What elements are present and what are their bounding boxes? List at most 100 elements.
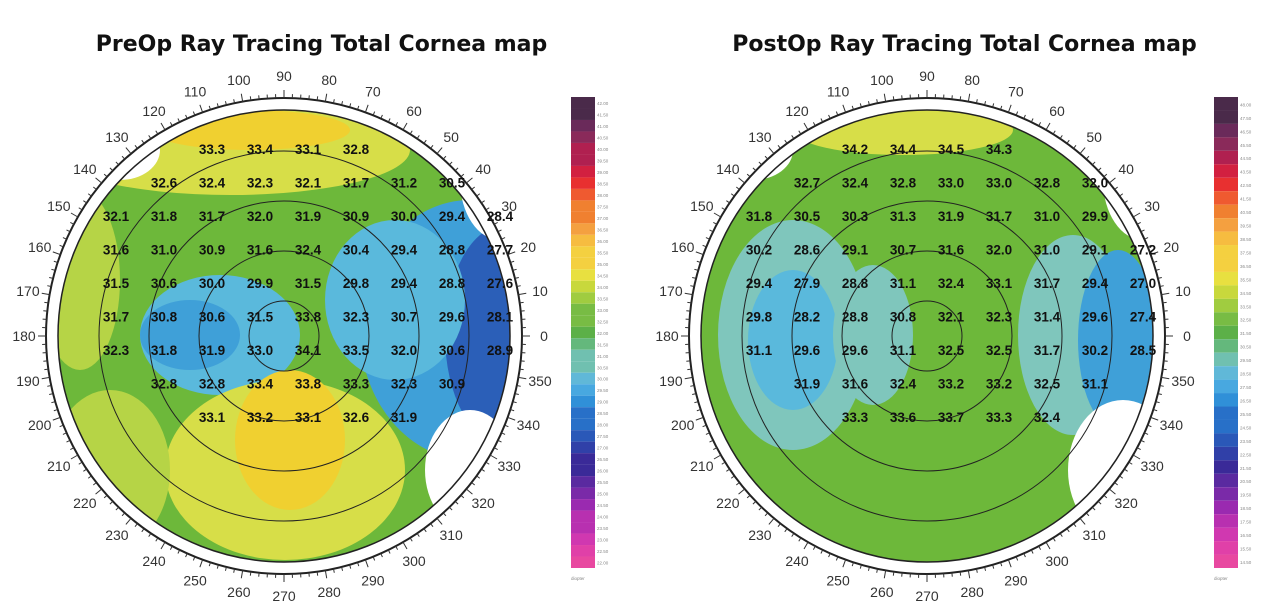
degree-tick bbox=[1015, 556, 1019, 561]
grid-value: 28.8 bbox=[439, 276, 466, 291]
degree-label-50: 50 bbox=[1086, 129, 1102, 145]
grid-value: 31.8 bbox=[151, 209, 178, 224]
grid-value: 32.0 bbox=[391, 343, 417, 358]
scale-tick-label: 37.00 bbox=[597, 216, 609, 221]
preop-value-grid: 33.3 33.4 33.1 32.8 32.6 32.4 32.3 32.1 31.7 31.2… bbox=[103, 142, 514, 425]
degree-tick bbox=[121, 512, 126, 517]
degree-tick bbox=[1000, 105, 1003, 110]
grid-value: 27.0 bbox=[1130, 276, 1156, 291]
degree-label-210: 210 bbox=[690, 458, 714, 474]
scale-tick-label: 38.50 bbox=[1240, 237, 1252, 242]
grid-value: 32.4 bbox=[890, 377, 917, 392]
scale-unit-label: diopter bbox=[571, 576, 585, 581]
degree-tick bbox=[1155, 268, 1160, 271]
grid-value: 30.2 bbox=[1082, 343, 1108, 358]
scale-swatch bbox=[1214, 258, 1238, 272]
grid-value: 32.4 bbox=[199, 176, 226, 191]
degree-tick bbox=[512, 401, 517, 404]
scale-tick-label: 24.50 bbox=[597, 503, 609, 508]
scale-tick-label: 32.50 bbox=[1240, 318, 1252, 323]
degree-tick bbox=[851, 562, 854, 567]
degree-tick bbox=[519, 301, 524, 304]
degree-label-200: 200 bbox=[671, 417, 695, 433]
scale-swatch bbox=[571, 499, 595, 511]
grid-value: 31.5 bbox=[295, 276, 322, 291]
grid-value: 30.0 bbox=[391, 209, 417, 224]
scale-swatch bbox=[571, 372, 595, 385]
degree-tick bbox=[83, 200, 87, 204]
degree-label-200: 200 bbox=[28, 417, 52, 433]
degree-tick bbox=[141, 528, 145, 533]
degree-tick bbox=[519, 368, 524, 371]
scale-unit-label: diopter bbox=[1214, 576, 1228, 581]
degree-label-180: 180 bbox=[655, 328, 679, 344]
degree-label-230: 230 bbox=[748, 527, 772, 543]
degree-tick bbox=[1007, 104, 1012, 113]
degree-tick bbox=[471, 186, 476, 190]
degree-tick bbox=[702, 424, 707, 428]
degree-label-240: 240 bbox=[785, 553, 809, 569]
degree-tick bbox=[1038, 122, 1042, 127]
grid-value: 32.7 bbox=[794, 176, 820, 191]
scale-swatch bbox=[1214, 325, 1238, 340]
degree-tick bbox=[92, 186, 97, 190]
degree-tick bbox=[1079, 517, 1086, 525]
grid-value: 30.2 bbox=[746, 243, 772, 258]
scale-tick-label: 34.50 bbox=[597, 273, 609, 278]
degree-tick bbox=[705, 237, 710, 240]
scale-swatch bbox=[571, 510, 595, 523]
scale-tick-label: 44.50 bbox=[1240, 156, 1252, 161]
degree-tick bbox=[430, 523, 434, 528]
scale-tick-label: 45.50 bbox=[1240, 143, 1252, 148]
scale-swatch bbox=[571, 200, 595, 212]
scale-swatch bbox=[571, 292, 595, 304]
degree-tick bbox=[1085, 155, 1090, 160]
degree-tick bbox=[402, 541, 408, 550]
grid-value: 32.3 bbox=[103, 343, 130, 358]
scale-swatch bbox=[571, 142, 595, 155]
grid-value: 33.3 bbox=[986, 410, 1013, 425]
degree-tick bbox=[1147, 424, 1152, 428]
degree-tick bbox=[1124, 468, 1128, 472]
preop-map-title: PreOp Ray Tracing Total Cornea map bbox=[95, 32, 548, 57]
degree-tick bbox=[155, 130, 159, 135]
degree-tick bbox=[867, 566, 870, 571]
scale-tick-label: 32.50 bbox=[597, 319, 609, 324]
grid-value: 30.8 bbox=[890, 310, 917, 325]
degree-tick bbox=[199, 104, 204, 113]
degree-tick bbox=[1150, 416, 1159, 421]
degree-label-70: 70 bbox=[1008, 84, 1024, 100]
degree-tick bbox=[41, 376, 50, 380]
grid-value: 34.4 bbox=[890, 142, 917, 157]
degree-tick bbox=[47, 285, 52, 288]
grid-value: 33.1 bbox=[295, 142, 322, 157]
degree-tick bbox=[501, 432, 506, 435]
scale-swatch bbox=[571, 211, 595, 224]
degree-tick bbox=[1153, 409, 1158, 412]
degree-label-180: 180 bbox=[12, 328, 36, 344]
degree-tick bbox=[169, 122, 173, 127]
degree-tick bbox=[192, 556, 196, 561]
grid-value: 32.4 bbox=[938, 276, 965, 291]
scale-swatch bbox=[1214, 177, 1238, 192]
degree-tick bbox=[1059, 533, 1063, 537]
degree-tick bbox=[803, 541, 809, 550]
scale-tick-label: 22.00 bbox=[597, 561, 609, 566]
scale-swatch bbox=[1214, 406, 1238, 420]
degree-label-240: 240 bbox=[142, 553, 166, 569]
degree-tick bbox=[510, 260, 515, 263]
degree-tick bbox=[1103, 494, 1108, 499]
degree-label-280: 280 bbox=[960, 584, 984, 600]
degree-label-340: 340 bbox=[1160, 417, 1184, 433]
degree-tick bbox=[709, 229, 714, 233]
grid-value: 33.3 bbox=[842, 410, 869, 425]
degree-label-250: 250 bbox=[826, 572, 850, 588]
degree-tick bbox=[992, 564, 995, 569]
degree-tick bbox=[812, 122, 816, 127]
scale-tick-label: 27.50 bbox=[597, 434, 609, 439]
grid-value: 34.5 bbox=[938, 142, 965, 157]
degree-tick bbox=[423, 528, 427, 533]
degree-tick bbox=[49, 276, 54, 279]
degree-label-230: 230 bbox=[105, 527, 129, 543]
degree-tick bbox=[372, 111, 376, 116]
